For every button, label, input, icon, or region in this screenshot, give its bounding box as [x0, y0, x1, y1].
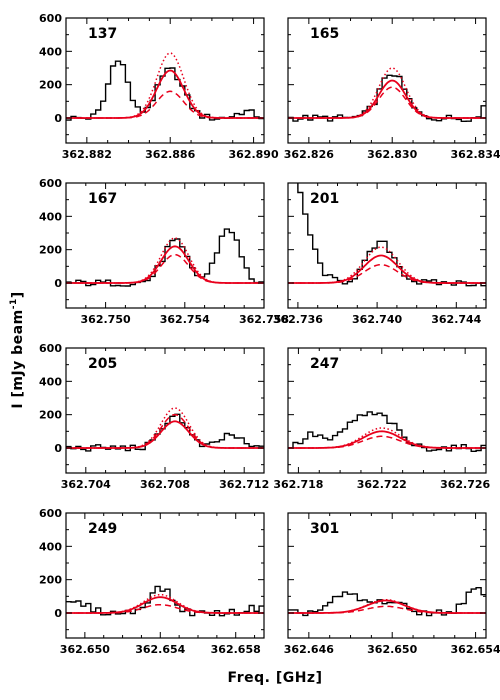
x-tick-label: 362.708: [140, 478, 190, 491]
fit-curve-dotted: [66, 52, 264, 119]
spectrum-histogram: [297, 183, 486, 287]
y-axis-title: I [mJy beam-1]: [9, 291, 26, 408]
spectrum-histogram: [288, 411, 486, 452]
x-tick-label: 362.758: [239, 313, 289, 326]
fit-curve-dashed: [66, 413, 264, 449]
y-tick-label: 400: [39, 210, 62, 223]
panel-label: 205: [88, 356, 117, 372]
y-tick-label: 0: [54, 112, 62, 125]
x-tick-label: 362.740: [352, 313, 402, 326]
y-tick-label: 400: [39, 45, 62, 58]
x-tick-label: 362.654: [451, 643, 500, 656]
spectrum-histogram: [66, 413, 264, 452]
y-tick-label: 400: [39, 375, 62, 388]
panel-frame: [65, 512, 265, 639]
y-axis-title-close: ]: [10, 291, 26, 298]
x-tick-label: 362.890: [229, 148, 279, 161]
panel-137-plot-area: [66, 52, 264, 121]
panel-201: 362.736 362.740 362.744 201: [273, 182, 487, 326]
fit-curve-dashed: [66, 253, 264, 284]
x-tick-label: 362.750: [81, 313, 131, 326]
y-tick-label: 600: [39, 12, 62, 25]
x-tick-label: 362.830: [367, 148, 417, 161]
y-tick-label: 0: [54, 442, 62, 455]
x-tick-label: 362.650: [367, 643, 417, 656]
y-tick-label: 200: [39, 409, 62, 422]
panel-247-plot-area: [288, 411, 486, 452]
panel-301: 362.646 362.650 362.654 301: [284, 512, 500, 656]
panel-247: 362.718 362.722 362.726 247: [273, 347, 491, 491]
x-tick-label: 362.882: [62, 148, 112, 161]
panel-167: 0 200 400 600 362.750 362.754 362.758 167: [39, 177, 289, 326]
x-tick-label: 362.718: [273, 478, 323, 491]
y-axis-title-main: I [mJy beam: [10, 309, 26, 408]
x-axis-title: Freq. [GHz]: [228, 670, 323, 686]
x-tick-label: 362.722: [357, 478, 407, 491]
spectrum-histogram: [288, 587, 486, 617]
y-tick-label: 0: [54, 607, 62, 620]
y-tick-label: 200: [39, 574, 62, 587]
y-tick-label: 600: [39, 507, 62, 520]
fit-curve-dashed: [288, 435, 486, 449]
x-tick-label: 362.704: [61, 478, 111, 491]
x-tick-label: 362.886: [145, 148, 195, 161]
panel-165-plot-area: [288, 67, 486, 122]
x-tick-label: 362.826: [284, 148, 334, 161]
panel-label: 167: [88, 191, 117, 207]
x-tick-label: 362.654: [135, 643, 185, 656]
panel-frame: [287, 17, 487, 144]
x-tick-label: 362.646: [284, 643, 334, 656]
y-tick-label: 200: [39, 79, 62, 92]
panel-frame: [287, 512, 487, 639]
panel-frame: [287, 347, 487, 474]
x-tick-label: 362.834: [451, 148, 500, 161]
panel-label: 137: [88, 26, 117, 42]
fit-curve-solid: [288, 79, 486, 119]
x-tick-label: 362.744: [431, 313, 481, 326]
panel-label: 301: [310, 521, 339, 537]
panel-205-plot-area: [66, 407, 264, 452]
y-tick-label: 400: [39, 540, 62, 553]
x-tick-label: 362.754: [160, 313, 210, 326]
panel-137: 0 200 400 600 362.882 362.886 362.890 137: [39, 12, 279, 161]
fit-curve-dashed: [288, 263, 486, 284]
x-tick-label: 362.726: [440, 478, 490, 491]
spectrum-histogram: [66, 585, 264, 617]
panel-301-plot-area: [288, 587, 486, 617]
x-tick-label: 362.736: [273, 313, 323, 326]
panel-frame: [65, 17, 265, 144]
panel-205: 0 200 400 600 362.704 362.708 362.712 205: [39, 342, 269, 491]
fit-curve-dashed: [288, 605, 486, 614]
panels-group: 0 200 400 600 362.882 362.886 362.890 137 362.82…: [39, 12, 500, 656]
panel-249: 0 200 400 600 362.650 362.654 362.658 249: [39, 507, 265, 656]
panel-label: 165: [310, 26, 339, 42]
fit-curve-dashed: [66, 90, 264, 119]
y-tick-label: 600: [39, 342, 62, 355]
panel-label: 247: [310, 356, 339, 372]
panel-249-plot-area: [66, 585, 264, 617]
y-axis-title-sup: -1: [9, 298, 19, 309]
y-tick-label: 600: [39, 177, 62, 190]
panel-165: 362.826 362.830 362.834 165: [284, 17, 500, 161]
panel-201-plot-area: [288, 183, 486, 287]
x-tick-label: 362.650: [60, 643, 110, 656]
panel-label: 201: [310, 191, 339, 207]
panel-frame: [287, 182, 487, 309]
panel-167-plot-area: [66, 228, 264, 287]
spectrum-histogram: [66, 60, 264, 121]
x-tick-label: 362.712: [219, 478, 269, 491]
spectrum-histogram: [66, 228, 264, 287]
y-tick-label: 200: [39, 244, 62, 257]
fit-curve-dashed: [288, 86, 486, 119]
x-tick-label: 362.658: [211, 643, 261, 656]
fit-curve-dashed: [66, 603, 264, 614]
y-tick-label: 0: [54, 277, 62, 290]
panel-label: 249: [88, 521, 117, 537]
